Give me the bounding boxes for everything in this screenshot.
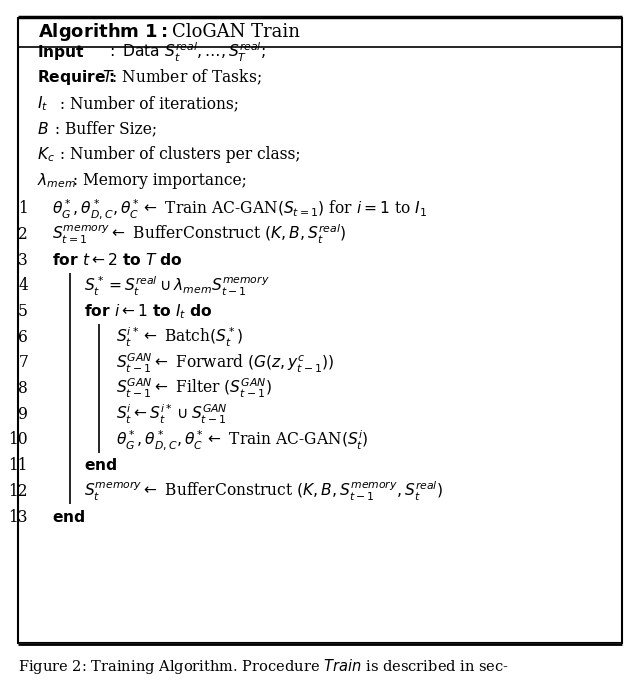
Text: 9: 9 (18, 406, 28, 423)
Text: 1: 1 (19, 200, 28, 217)
Text: $I_t$: $I_t$ (37, 94, 48, 113)
Text: 2: 2 (19, 226, 28, 243)
Text: $\theta_G^*,\theta_{D,C}^*,\theta_C^* \leftarrow$ Train AC-GAN$(S_t^i)$: $\theta_G^*,\theta_{D,C}^*,\theta_C^* \l… (116, 428, 369, 452)
Text: 12: 12 (8, 483, 28, 500)
Text: 6: 6 (18, 329, 28, 346)
Text: $\mathbf{Require:}$: $\mathbf{Require:}$ (37, 69, 115, 87)
Text: $\theta_G^*,\theta_{D,C}^*,\theta_C^* \leftarrow$ Train AC-GAN$(S_{t=1})$ for $i: $\theta_G^*,\theta_{D,C}^*,\theta_C^* \l… (52, 197, 428, 221)
Text: $\mathbf{Input}$: $\mathbf{Input}$ (37, 43, 85, 62)
Text: $S_{t=1}^{memory} \leftarrow$ BufferConstruct $(K,B,S_t^{real})$: $S_{t=1}^{memory} \leftarrow$ BufferCons… (52, 223, 346, 246)
Text: 5: 5 (18, 303, 28, 320)
Text: 7: 7 (19, 354, 28, 371)
Text: 10: 10 (8, 431, 28, 449)
Text: 3: 3 (19, 252, 28, 268)
Text: $\lambda_{mem}$: $\lambda_{mem}$ (37, 171, 76, 190)
Text: $\mathbf{Algorithm\ 1:}$: $\mathbf{Algorithm\ 1:}$ (38, 21, 168, 43)
Text: 4: 4 (19, 278, 28, 294)
Text: $S_t^* = S_t^{real} \cup \lambda_{mem}S_{t-1}^{memory}$: $S_t^* = S_t^{real} \cup \lambda_{mem}S_… (84, 274, 269, 298)
Text: : Number of iterations;: : Number of iterations; (55, 95, 239, 112)
Text: $S_{t-1}^{GAN} \leftarrow$ Filter $(S_{t-1}^{GAN})$: $S_{t-1}^{GAN} \leftarrow$ Filter $(S_{t… (116, 377, 272, 401)
Text: Figure 2: Training Algorithm. Procedure $\mathit{Train}$ is described in sec-: Figure 2: Training Algorithm. Procedure … (18, 658, 509, 677)
Text: $S_t^{memory} \leftarrow$ BufferConstruct $(K,B,S_{t-1}^{memory},S_t^{real})$: $S_t^{memory} \leftarrow$ BufferConstruc… (84, 480, 443, 503)
Text: $B$: $B$ (37, 121, 49, 138)
Text: $\mathbf{end}$: $\mathbf{end}$ (84, 457, 117, 474)
Text: $K_c$: $K_c$ (37, 145, 55, 164)
Text: : Memory importance;: : Memory importance; (68, 172, 247, 189)
Text: CloGAN Train: CloGAN Train (172, 23, 300, 41)
Text: $\mathbf{end}$: $\mathbf{end}$ (52, 509, 85, 526)
Text: 8: 8 (19, 380, 28, 397)
Text: $S_t^{i*} \leftarrow$ Batch$(S_t^*)$: $S_t^{i*} \leftarrow$ Batch$(S_t^*)$ (116, 326, 243, 349)
Text: $\ \ \ \ :\ \mathrm{Data}\ S_t^{real},\ldots,S_T^{real};$: $\ \ \ \ :\ \mathrm{Data}\ S_t^{real},\l… (86, 41, 266, 64)
Text: 11: 11 (8, 457, 28, 474)
Text: : Buffer Size;: : Buffer Size; (50, 121, 157, 138)
Text: $\ \ T$: Number of Tasks;: $\ \ T$: Number of Tasks; (92, 68, 262, 87)
Text: : Number of clusters per class;: : Number of clusters per class; (55, 146, 301, 164)
Text: $S_t^i \leftarrow S_t^{i*} \cup S_{t-1}^{GAN}$: $S_t^i \leftarrow S_t^{i*} \cup S_{t-1}^… (116, 403, 228, 426)
Text: $\mathbf{for}\ i \leftarrow 1\ \mathbf{to}\ I_t\ \mathbf{do}$: $\mathbf{for}\ i \leftarrow 1\ \mathbf{t… (84, 302, 212, 321)
Text: $\mathbf{for}\ t \leftarrow 2\ \mathbf{to}\ T\ \mathbf{do}$: $\mathbf{for}\ t \leftarrow 2\ \mathbf{t… (52, 252, 182, 268)
Text: $S_{t-1}^{GAN} \leftarrow$ Forward $(G(z,y_{t-1}^c))$: $S_{t-1}^{GAN} \leftarrow$ Forward $(G(z… (116, 352, 335, 375)
Text: 13: 13 (8, 509, 28, 526)
